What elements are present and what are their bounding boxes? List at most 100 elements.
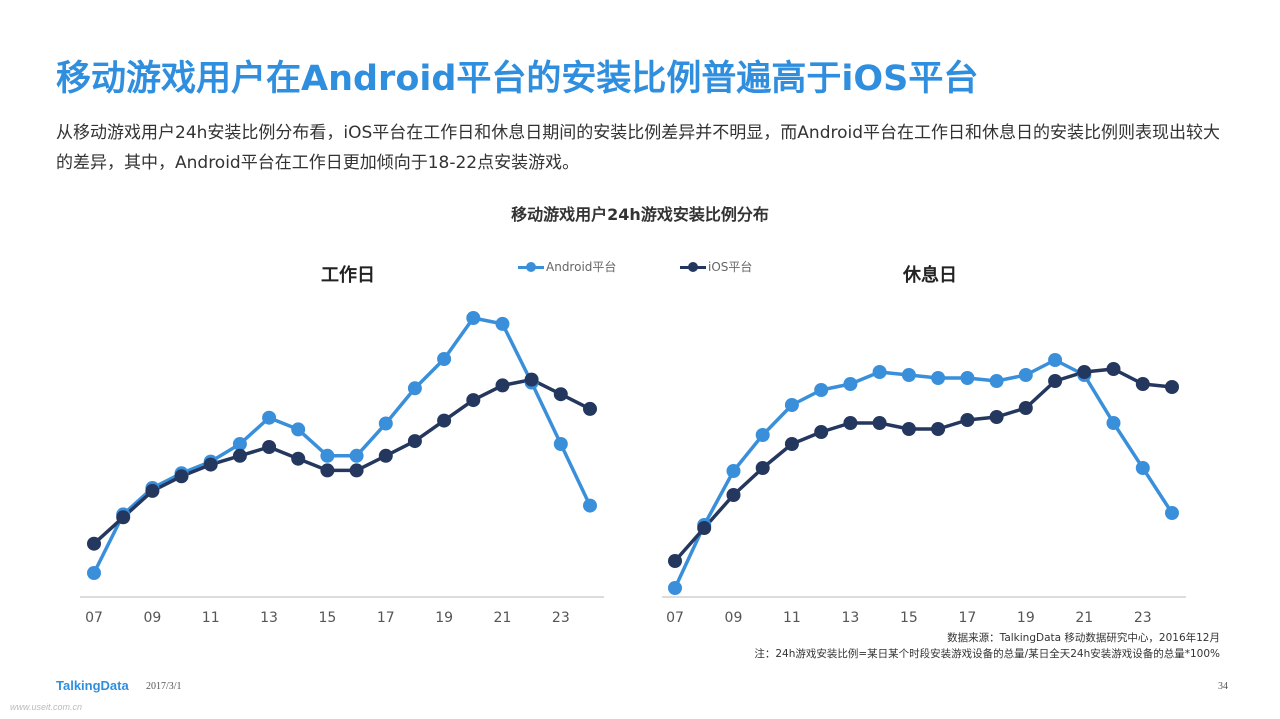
x-tick-label: 19 xyxy=(1017,610,1035,626)
data-point-ios xyxy=(291,451,306,466)
data-point-ios xyxy=(1048,374,1063,388)
data-source: 数据来源：TalkingData 移动数据研究中心，2016年12月 xyxy=(947,632,1220,644)
data-point-android xyxy=(495,316,510,331)
data-point-ios xyxy=(145,483,160,498)
legend-android-swatch xyxy=(518,261,544,273)
data-point-ios xyxy=(1018,401,1033,415)
data-point-ios xyxy=(1077,365,1092,379)
data-point-ios xyxy=(814,425,829,439)
definition-note: 注：24h游戏安装比例=某日某个时段安装游戏设备的总量/某日全天24h安装游戏设… xyxy=(754,648,1220,660)
data-point-ios xyxy=(1135,377,1150,391)
panel-title-workday: 工作日 xyxy=(321,265,375,286)
data-point-android xyxy=(755,428,770,442)
chart-title: 移动游戏用户24h游戏安装比例分布 xyxy=(511,205,769,224)
data-point-ios xyxy=(755,461,770,475)
data-point-android xyxy=(726,464,741,478)
source-note: 数据来源：TalkingData 移动数据研究中心，2016年12月 注：24h… xyxy=(754,630,1220,662)
data-point-ios xyxy=(524,372,539,387)
series-line-android-1 xyxy=(673,358,1174,589)
x-tick-label: 07 xyxy=(85,610,103,626)
data-point-android xyxy=(262,410,277,425)
data-point-ios xyxy=(668,554,682,568)
data-point-android xyxy=(843,377,858,391)
x-tick-label: 13 xyxy=(841,610,859,626)
data-point-ios xyxy=(872,416,887,430)
data-point-android xyxy=(872,365,887,379)
data-point-ios xyxy=(495,378,510,393)
legend-ios-swatch xyxy=(680,261,706,273)
data-point-ios xyxy=(378,448,393,463)
data-point-android xyxy=(349,448,364,463)
data-point-android xyxy=(960,371,975,385)
watermark: www.useit.com.cn xyxy=(10,702,83,712)
data-point-android xyxy=(437,352,452,366)
panel-title-weekend: 休息日 xyxy=(903,265,957,286)
data-point-ios xyxy=(87,536,101,551)
data-point-ios xyxy=(437,413,452,428)
data-point-android xyxy=(989,374,1004,388)
intro-text: 从移动游戏用户24h安装比例分布看，iOS平台在工作日和休息日期间的安装比例差异… xyxy=(56,123,1221,173)
data-point-android xyxy=(1106,416,1121,430)
data-point-android xyxy=(901,368,916,382)
data-point-ios xyxy=(1106,362,1121,376)
data-point-android xyxy=(931,371,946,385)
x-tick-label: 15 xyxy=(900,610,918,626)
x-tick-label: 23 xyxy=(1134,610,1152,626)
x-tick-label: 09 xyxy=(725,610,743,626)
data-point-android xyxy=(1018,368,1033,382)
x-tick-label: 07 xyxy=(666,610,684,626)
data-point-android xyxy=(320,448,335,463)
data-point-ios xyxy=(262,440,277,454)
data-point-ios xyxy=(349,463,364,478)
data-point-android xyxy=(466,311,481,325)
legend-android: Android平台 xyxy=(518,258,616,275)
x-tick-label: 19 xyxy=(435,610,453,626)
data-point-android xyxy=(378,416,393,431)
legend-android-label: Android平台 xyxy=(546,260,617,274)
data-point-ios xyxy=(901,422,916,436)
x-tick-label: 23 xyxy=(552,610,570,626)
data-point-android xyxy=(1165,506,1179,520)
series-line-android-0 xyxy=(92,316,592,574)
x-tick-label: 11 xyxy=(202,610,220,626)
legend-ios-label: iOS平台 xyxy=(708,260,753,274)
data-point-ios xyxy=(784,437,799,451)
x-tick-label: 13 xyxy=(260,610,278,626)
data-point-ios xyxy=(697,521,712,535)
series-line-ios-0 xyxy=(92,377,591,545)
data-point-android xyxy=(407,381,422,396)
data-point-ios xyxy=(407,434,422,449)
data-point-ios xyxy=(843,416,858,430)
data-point-ios xyxy=(726,488,741,502)
data-point-ios xyxy=(989,410,1004,424)
data-point-android xyxy=(1135,461,1150,475)
data-point-ios xyxy=(466,393,481,408)
x-tick-label: 15 xyxy=(318,610,336,626)
data-point-android xyxy=(553,437,568,451)
data-point-ios xyxy=(960,413,975,427)
page-title: 移动游戏用户在Android平台的安装比例普遍高于iOS平台 xyxy=(56,59,979,99)
data-point-ios xyxy=(174,469,189,484)
talkingdata-logo: TalkingData xyxy=(56,678,129,693)
data-point-ios xyxy=(116,510,131,525)
x-tick-label: 09 xyxy=(143,610,161,626)
data-point-android xyxy=(87,566,101,580)
data-point-android xyxy=(668,581,682,595)
data-point-android xyxy=(784,398,799,412)
data-point-ios xyxy=(583,401,597,416)
data-point-ios xyxy=(203,457,218,472)
x-tick-label: 17 xyxy=(377,610,395,626)
x-tick-label: 21 xyxy=(1075,610,1093,626)
data-point-ios xyxy=(232,448,247,463)
x-tick-label: 11 xyxy=(783,610,801,626)
x-tick-label: 21 xyxy=(494,610,512,626)
x-tick-label: 17 xyxy=(958,610,976,626)
data-point-android xyxy=(291,422,306,437)
data-point-ios xyxy=(553,387,568,402)
data-point-ios xyxy=(1165,380,1179,394)
data-point-ios xyxy=(931,422,946,436)
footer-date: 2017/3/1 xyxy=(146,681,182,692)
data-point-android xyxy=(583,498,597,513)
data-point-android xyxy=(232,437,247,451)
